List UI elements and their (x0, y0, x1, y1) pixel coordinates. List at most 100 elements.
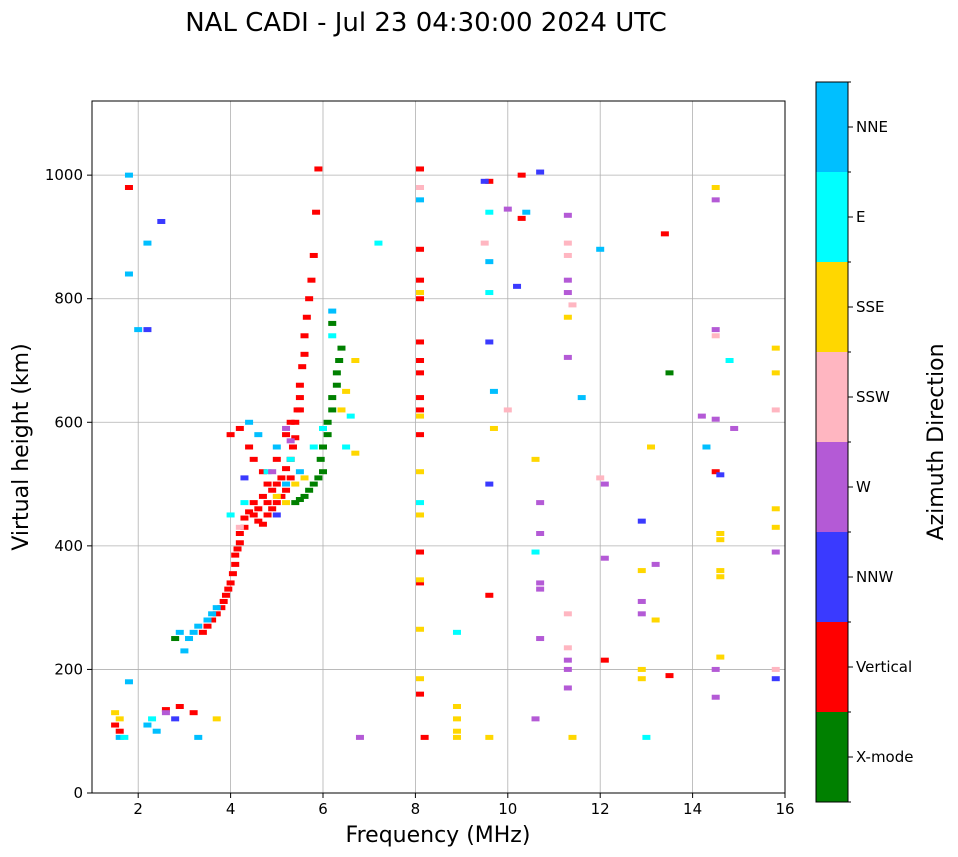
colorbar-swatch-sse (816, 262, 848, 352)
x-tick-label: 2 (133, 800, 143, 818)
data-point-sse (342, 388, 351, 394)
data-point-nnw (240, 475, 249, 481)
data-point-ssw (563, 645, 572, 651)
y-axis-label: Virtual height (km) (9, 343, 34, 550)
data-point-vertical (291, 419, 300, 425)
data-point-sse (416, 577, 425, 583)
colorbar-swatch-nnw (816, 532, 848, 622)
data-point-w (286, 438, 295, 444)
data-point-vertical (228, 571, 237, 577)
data-point-w (536, 586, 545, 592)
data-point-nnw (716, 472, 725, 478)
data-point-e (226, 512, 235, 518)
data-point-ssw (771, 407, 780, 413)
data-point-vertical (416, 370, 425, 376)
data-point-nne (189, 629, 198, 635)
y-tick-label: 200 (54, 660, 83, 678)
data-point-ssw (596, 475, 605, 481)
data-point-sse (637, 666, 646, 672)
data-point-w (711, 694, 720, 700)
x-axis-label: Frequency (MHz) (346, 823, 531, 848)
data-point-nnw (536, 169, 545, 175)
data-point-vertical (282, 487, 291, 493)
colorbar-label: SSE (856, 298, 885, 316)
data-point-nne (522, 209, 531, 215)
data-point-x-mode (295, 497, 304, 503)
data-point-sse (351, 450, 360, 456)
data-point-x-mode (316, 456, 325, 462)
data-point-vertical (307, 277, 316, 283)
data-point-nnw (637, 518, 646, 524)
data-point-ssw (235, 524, 244, 530)
data-point-nne (416, 197, 425, 203)
data-point-vertical (600, 657, 609, 663)
colorbar-label: X-mode (856, 748, 913, 766)
y-tick-label: 400 (54, 537, 83, 555)
data-point-x-mode (337, 345, 346, 351)
y-tick-label: 800 (54, 290, 83, 308)
data-point-w (536, 531, 545, 536)
data-point-vertical (249, 456, 258, 462)
data-point-vertical (263, 481, 272, 487)
data-point-sse (111, 710, 120, 716)
data-point-vertical (268, 506, 277, 512)
colorbar-title: Azimuth Direction (924, 343, 949, 540)
data-point-nne (175, 629, 184, 635)
data-point-vertical (300, 351, 309, 357)
data-point-x-mode (323, 419, 332, 425)
data-point-vertical (277, 493, 286, 499)
data-point-ssw (563, 611, 572, 617)
data-point-nne (143, 240, 152, 246)
colorbar-swatch-nne (816, 82, 848, 172)
data-point-vertical (254, 518, 263, 524)
data-point-sse (115, 716, 124, 722)
data-point-vertical (416, 166, 425, 172)
y-axis-ticks: 0 200 400 600 800 1000 (45, 166, 92, 802)
data-point-vertical (217, 605, 226, 611)
data-point-sse (716, 568, 725, 574)
data-point-w (536, 500, 545, 506)
data-point-x-mode (291, 500, 300, 506)
data-point-e (485, 290, 494, 296)
data-point-x-mode (332, 382, 341, 388)
data-point-x-mode (328, 395, 337, 401)
data-point-nne (282, 481, 291, 487)
data-point-w (563, 657, 572, 663)
data-point-sse (568, 734, 577, 740)
data-point-w (563, 290, 572, 296)
data-point-sse (291, 481, 300, 487)
data-point-x-mode (305, 487, 314, 493)
data-point-e (309, 444, 318, 450)
data-point-e (531, 549, 540, 555)
data-point-w (531, 716, 540, 722)
data-point-w (711, 327, 720, 333)
data-point-sse (351, 358, 360, 363)
data-point-vertical (175, 704, 184, 709)
colorbar-label: Vertical (856, 658, 912, 676)
data-point-nne (254, 432, 263, 438)
data-point-nnw (272, 512, 281, 518)
x-tick-label: 16 (775, 800, 794, 818)
colorbar-label: NNW (856, 568, 893, 586)
data-point-nne (185, 636, 194, 642)
data-point-sse (771, 506, 780, 512)
data-point-vertical (212, 611, 221, 617)
data-point-nnw (485, 481, 494, 487)
data-point-vertical (282, 432, 291, 438)
data-point-nne (124, 271, 133, 277)
data-point-nne (295, 469, 304, 475)
data-point-sse (416, 290, 425, 296)
data-point-sse (647, 444, 656, 450)
data-point-vertical (298, 364, 307, 370)
data-point-sse (771, 370, 780, 376)
data-point-vertical (420, 734, 429, 740)
x-tick-label: 4 (226, 800, 236, 818)
data-point-ssw (503, 407, 512, 413)
data-point-vertical (235, 540, 244, 546)
data-point-vertical (286, 419, 295, 425)
data-point-w (651, 561, 660, 567)
data-point-vertical (305, 296, 314, 302)
data-point-e (725, 358, 734, 363)
data-point-w (637, 598, 646, 604)
data-point-sse (416, 413, 425, 419)
